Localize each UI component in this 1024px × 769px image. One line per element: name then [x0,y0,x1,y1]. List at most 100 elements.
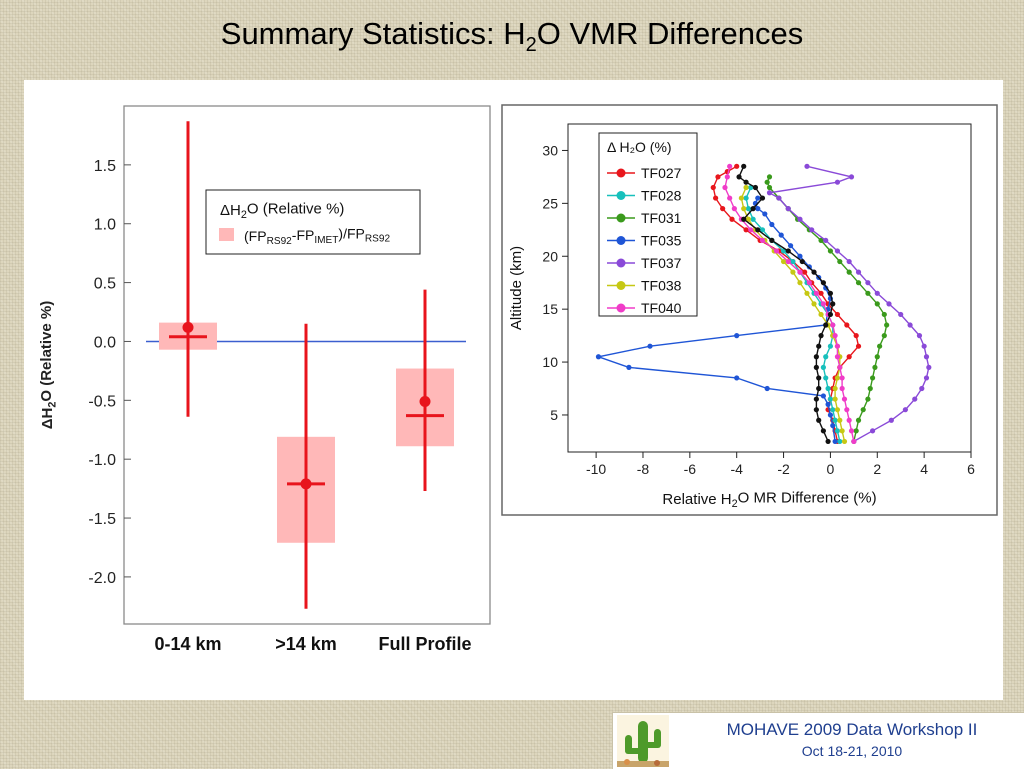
series-point [748,227,754,233]
series-point [799,258,805,265]
series-point [741,216,747,222]
series-point [855,343,862,349]
series-point [834,179,841,185]
series-line [767,165,930,443]
series-point [626,364,632,370]
subscript-text: 2 [241,209,247,221]
series-point [813,364,819,370]
y-axis-label: Altitude (km) [508,246,525,330]
series-point [839,385,845,392]
series-point [823,354,829,360]
x-tick-label: -10 [586,461,606,477]
legend-entry: TF035 [641,233,682,249]
series-point [916,333,923,339]
series-point [755,227,761,233]
series-point [766,184,773,191]
series-point [851,438,857,445]
series-point [797,216,803,222]
series-point [813,396,819,402]
series-line [712,165,860,442]
legend-entry: TF027 [641,165,682,181]
series-point [912,396,918,402]
series-point [734,375,740,381]
series-point [816,417,822,423]
series-point [811,301,817,307]
series-point [832,417,838,423]
series-point [902,407,908,413]
series-point [734,333,740,339]
series-point [921,343,927,349]
y-tick-label: -1.5 [88,511,116,528]
series-point [865,396,871,402]
series-point [755,195,761,201]
series-point [919,385,925,392]
y-tick-label: -2.0 [88,570,116,587]
series-point [813,354,819,360]
series-point [724,174,730,180]
series-point [827,396,834,402]
series-point [743,184,749,191]
series-point [844,322,850,328]
series-point [720,206,726,212]
series-point [855,280,862,286]
series-point [741,163,747,169]
series-point [820,428,826,434]
text-part: O MR Difference (%) [738,490,877,507]
y-tick-label: 15 [542,301,558,317]
series-point [773,248,780,254]
series-point [816,375,822,381]
series-point [762,211,768,217]
series-point [844,407,850,413]
x-tick-label: -2 [777,461,790,477]
series-point [710,184,716,191]
series-point [785,206,791,212]
x-tick-label: -6 [684,461,697,477]
series-point [874,290,880,296]
series-point [841,396,848,402]
series-point [848,428,855,434]
series-point [790,269,796,275]
series-point [834,248,841,254]
text-part: -FP [292,227,315,243]
y-tick-label: 30 [542,142,558,158]
series-point [769,221,775,228]
series-point [797,253,803,259]
mean-point [182,321,194,333]
series-point [755,206,761,212]
series-point [734,163,740,169]
series-point [825,401,831,407]
series-point [855,269,862,275]
series-point [823,322,829,328]
series-point [743,195,749,201]
series-point [727,163,733,169]
series-point [820,280,826,286]
series-point [818,290,824,296]
content-panel: 1.5 1.0 0.5 0.0 -0.5 -1.0 -1.5 -2.0 ΔH2O (Relati… [24,80,1003,700]
legend-title: Δ H₂O (%) [607,139,672,155]
text-part: )/FP [338,226,364,242]
text-part: O (Relative %) [38,301,55,402]
title-text-part1: Summary Statistics: H [220,16,526,51]
text-part: Relative H [662,491,731,508]
series-point [785,258,791,265]
series-point [820,393,826,399]
series-point [834,343,841,349]
series-point [787,243,794,249]
title-text-part2: O VMR Differences [536,16,804,51]
x-tick-label: 4 [920,461,928,477]
y-tick-label: 0.5 [94,276,116,293]
series-point [853,428,859,434]
y-tick-label: 0.0 [94,334,116,351]
series-point [759,237,766,243]
series-point [926,364,932,370]
footer-box: MOHAVE 2009 Data Workshop II Oct 18-21, … [612,712,1024,769]
x-tick-label: 6 [967,461,975,477]
series-point [827,412,834,418]
series-point [853,333,859,339]
y-tick-label: 25 [542,195,558,211]
text-part: ΔH [39,408,56,430]
subscript-text: RS92 [267,236,293,247]
series-point [830,322,836,328]
series-point [766,174,773,180]
